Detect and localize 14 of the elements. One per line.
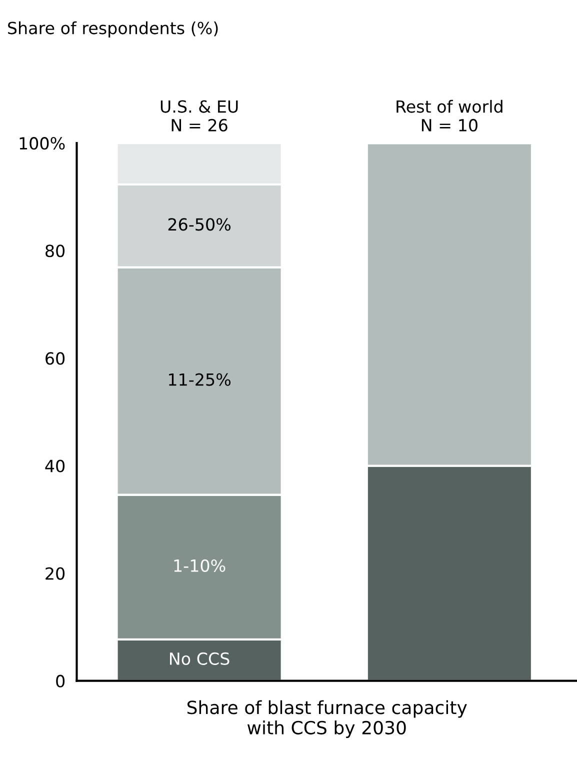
x-tick-label: Rest of world N = 10 [396, 100, 502, 132]
series-label: 26-50% [168, 218, 231, 231]
x-axis-title: Share of blast furnace capacity with CCS by 2030 [187, 700, 467, 738]
y-tick-label: 20 [46, 567, 65, 580]
y-axis-title: Share of respondents (%) [8, 21, 218, 38]
y-tick-label: 0 [56, 674, 65, 688]
series-label: 1-10% [174, 559, 226, 572]
y-tick-label: 80 [46, 244, 65, 258]
y-tick-label: 60 [46, 352, 65, 365]
series-label: No CCS [170, 652, 230, 665]
y-tick-label: 100% [20, 137, 65, 150]
series-label: 11-25% [169, 373, 231, 386]
y-tick-label: 40 [45, 460, 65, 472]
x-tick-label: U.S. & EU N = 26 [160, 100, 238, 132]
